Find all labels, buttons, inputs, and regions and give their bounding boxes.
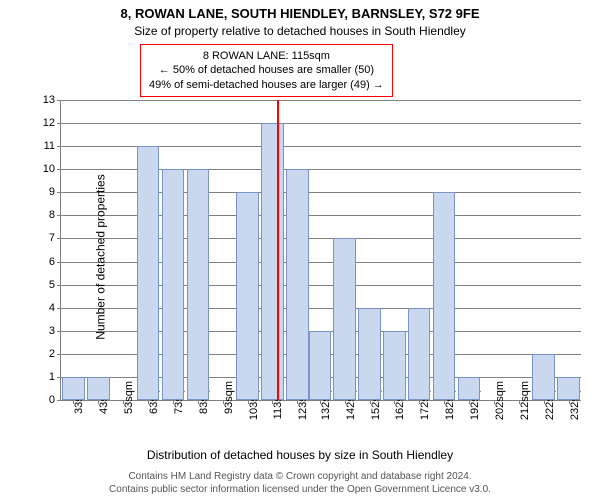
- x-tick-mark: [198, 400, 199, 404]
- y-tick-mark: [57, 123, 61, 124]
- x-tick-label: 202sqm: [494, 381, 506, 431]
- histogram-chart: 8, ROWAN LANE, SOUTH HIENDLEY, BARNSLEY,…: [0, 0, 600, 500]
- y-tick-label: 10: [43, 163, 55, 175]
- x-tick-mark: [98, 400, 99, 404]
- y-tick-mark: [57, 285, 61, 286]
- x-tick-mark: [494, 400, 495, 404]
- gridline: [61, 123, 581, 124]
- x-tick-label: 53sqm: [123, 381, 135, 431]
- annotation-line-2: ← 50% of detached houses are smaller (50…: [149, 63, 384, 77]
- y-tick-mark: [57, 192, 61, 193]
- y-tick-mark: [57, 238, 61, 239]
- histogram-bar: [137, 146, 159, 400]
- y-tick-mark: [57, 169, 61, 170]
- x-tick-mark: [519, 400, 520, 404]
- annotation-line-3: 49% of semi-detached houses are larger (…: [149, 78, 384, 92]
- y-tick-label: 12: [43, 117, 55, 129]
- x-tick-mark: [444, 400, 445, 404]
- y-tick-mark: [57, 400, 61, 401]
- x-tick-mark: [320, 400, 321, 404]
- histogram-bar: [162, 169, 184, 400]
- y-tick-mark: [57, 146, 61, 147]
- y-tick-label: 0: [49, 394, 55, 406]
- histogram-bar: [286, 169, 308, 400]
- histogram-bar: [309, 331, 331, 400]
- y-tick-label: 2: [49, 348, 55, 360]
- property-annotation: 8 ROWAN LANE: 115sqm ← 50% of detached h…: [140, 44, 393, 97]
- y-tick-mark: [57, 215, 61, 216]
- histogram-bar: [236, 192, 258, 400]
- footer-attribution: Contains HM Land Registry data © Crown c…: [0, 470, 600, 496]
- x-tick-mark: [469, 400, 470, 404]
- histogram-bar: [62, 377, 84, 400]
- y-tick-label: 8: [49, 209, 55, 221]
- x-tick-mark: [370, 400, 371, 404]
- x-tick-mark: [123, 400, 124, 404]
- x-tick-mark: [173, 400, 174, 404]
- y-tick-mark: [57, 308, 61, 309]
- histogram-bar: [557, 377, 579, 400]
- y-tick-label: 3: [49, 325, 55, 337]
- y-tick-label: 7: [49, 232, 55, 244]
- x-tick-mark: [223, 400, 224, 404]
- footer-line-2: Contains public sector information licen…: [0, 483, 600, 496]
- y-tick-mark: [57, 262, 61, 263]
- x-tick-mark: [272, 400, 273, 404]
- x-tick-mark: [345, 400, 346, 404]
- y-tick-label: 13: [43, 94, 55, 106]
- plot-area: 01234567891011121333sqm43sqm53sqm63sqm73…: [60, 100, 581, 401]
- histogram-bar: [383, 331, 405, 400]
- histogram-bar: [333, 238, 355, 400]
- y-tick-label: 9: [49, 186, 55, 198]
- annotation-line-1: 8 ROWAN LANE: 115sqm: [149, 49, 384, 63]
- x-tick-mark: [544, 400, 545, 404]
- x-tick-mark: [569, 400, 570, 404]
- histogram-bar: [261, 123, 283, 400]
- histogram-bar: [87, 377, 109, 400]
- x-tick-mark: [148, 400, 149, 404]
- gridline: [61, 100, 581, 101]
- x-tick-mark: [73, 400, 74, 404]
- x-tick-mark: [394, 400, 395, 404]
- histogram-bar: [358, 308, 380, 400]
- x-tick-mark: [248, 400, 249, 404]
- y-tick-label: 1: [49, 371, 55, 383]
- histogram-bar: [433, 192, 455, 400]
- y-tick-label: 6: [49, 256, 55, 268]
- reference-line: [277, 100, 279, 400]
- y-tick-label: 11: [44, 140, 55, 152]
- y-axis-label: Number of detached properties: [94, 174, 108, 339]
- chart-subtitle: Size of property relative to detached ho…: [0, 24, 600, 38]
- x-tick-mark: [297, 400, 298, 404]
- x-axis-label: Distribution of detached houses by size …: [0, 448, 600, 462]
- histogram-bar: [187, 169, 209, 400]
- y-tick-label: 5: [49, 279, 55, 291]
- x-tick-mark: [419, 400, 420, 404]
- y-tick-mark: [57, 354, 61, 355]
- histogram-bar: [458, 377, 480, 400]
- x-tick-label: 93sqm: [223, 381, 235, 431]
- y-tick-mark: [57, 331, 61, 332]
- y-tick-mark: [57, 377, 61, 378]
- footer-line-1: Contains HM Land Registry data © Crown c…: [0, 470, 600, 483]
- y-tick-label: 4: [49, 302, 55, 314]
- histogram-bar: [532, 354, 554, 400]
- chart-title: 8, ROWAN LANE, SOUTH HIENDLEY, BARNSLEY,…: [0, 6, 600, 21]
- histogram-bar: [408, 308, 430, 400]
- y-tick-mark: [57, 100, 61, 101]
- x-tick-label: 212sqm: [519, 381, 531, 431]
